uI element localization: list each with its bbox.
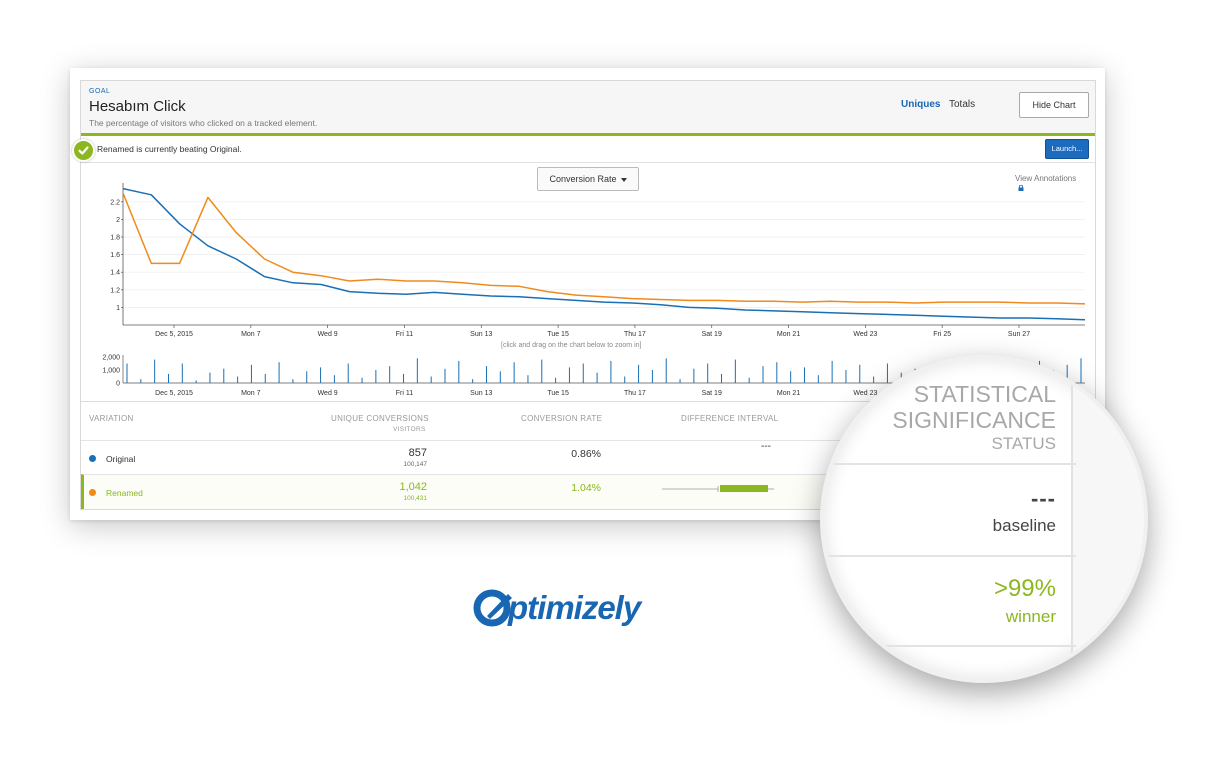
winner-notice: Renamed is currently beating Original. L…: [81, 136, 1095, 163]
col-variation: VARIATION: [89, 414, 134, 423]
overview-x-tick-label: Wed 23: [853, 390, 877, 397]
overview-y-tick-label: 2,000: [102, 355, 120, 362]
goal-title: Hesabım Click: [89, 98, 186, 115]
col-visitors: VISITORS: [393, 426, 426, 433]
goal-header: GOAL Hesabım Click The percentage of vis…: [81, 81, 1095, 133]
conversion-rate-chart[interactable]: 1 1.2 1.4 1.6 1.8 2 2.2 Dec 5, 2015 Dec 5, 2015…: [81, 81, 1095, 401]
overview-x-tick-label: Tue 15: [547, 390, 569, 397]
overview-x-tick-label: Sun 13: [470, 390, 492, 397]
overview-y-tick-label: 1,000: [102, 368, 120, 375]
unique-conversions: 1,042: [399, 481, 427, 493]
x-tick-label: Sun 13: [470, 331, 492, 338]
winner-label: winner: [1005, 607, 1056, 626]
x-tick-label: Fri 11: [396, 331, 413, 338]
overview-x-tick-label: Fri 11: [396, 390, 413, 397]
x-tick-label: Thu 17: [624, 331, 646, 338]
overview-x-tick-label: Wed 9: [318, 390, 338, 397]
tab-totals[interactable]: Totals: [949, 99, 976, 110]
variation-name: Original: [106, 454, 136, 464]
checkmark-icon: [72, 139, 95, 162]
x-tick-label: Sun 27: [1008, 331, 1030, 338]
notice-text: Renamed is currently beating Original.: [97, 144, 242, 154]
x-tick-label: Mon 21: [777, 331, 800, 338]
y-tick-label: 1.6: [110, 252, 120, 259]
lock-icon: [1018, 185, 1024, 191]
x-tick-label: Tue 15: [547, 331, 569, 338]
difference-interval-bar: [662, 485, 774, 492]
overview-x-tick-label: Sat 19: [702, 390, 722, 397]
significance-header: STATUS: [991, 434, 1056, 453]
y-tick-label: 1.8: [110, 235, 120, 242]
x-tick-label: Wed 23: [853, 331, 877, 338]
launch-button[interactable]: Launch...: [1045, 139, 1089, 159]
experiment-results-panel: GOAL Hesabım Click The percentage of vis…: [70, 68, 1105, 520]
x-tick-label: Dec 5, 2015: [155, 331, 193, 338]
y-tick-label: 2.2: [110, 199, 120, 206]
baseline-label: baseline: [992, 516, 1056, 535]
y-tick-label: 1: [116, 305, 120, 312]
variation-color-dot: [89, 455, 96, 462]
y-tick-label: 1.2: [110, 287, 120, 294]
y-tick-label: 2: [116, 217, 120, 224]
goal-card: GOAL Hesabım Click The percentage of vis…: [80, 80, 1096, 510]
col-difference-interval: DIFFERENCE INTERVAL: [681, 414, 779, 423]
overview-x-tick-label: Mon 21: [777, 390, 800, 397]
tab-uniques[interactable]: Uniques: [901, 99, 941, 110]
visitors-count: 100,147: [403, 461, 428, 468]
conversion-rate: 0.86%: [571, 448, 601, 460]
table-row[interactable]: Original 857 100,147 0.86% ---: [81, 440, 1095, 475]
optimizely-logo: ptimizely: [473, 589, 644, 627]
results-table: VARIATION UNIQUE CONVERSIONS VISITORS CO…: [81, 401, 1095, 509]
variation-color-dot: [89, 489, 96, 496]
x-tick-label: Sat 19: [702, 331, 722, 338]
difference-interval: ---: [761, 441, 771, 452]
unique-conversions: 857: [408, 447, 427, 459]
chevron-down-icon: [620, 177, 627, 182]
overview-x-tick-label: Dec 5, 2015: [155, 390, 193, 397]
variation-name: Renamed: [106, 488, 143, 498]
significance-header: STATISTICAL: [913, 381, 1056, 407]
overview-x-tick-label: Thu 17: [624, 390, 646, 397]
logo-wordmark: ptimizely: [507, 589, 643, 626]
significance-magnifier: STATISTICAL SIGNIFICANCE STATUS --- base…: [820, 355, 1148, 683]
goal-description: The percentage of visitors who clicked o…: [89, 118, 318, 128]
y-tick-label: 1.4: [110, 270, 120, 277]
conversion-rate: 1.04%: [571, 482, 601, 494]
zoom-hint: [click and drag on the chart below to zo…: [501, 342, 642, 349]
logo-mark: [473, 589, 512, 627]
winner-percentage: >99%: [993, 575, 1056, 602]
metric-dropdown[interactable]: Conversion Rate: [537, 167, 639, 191]
significance-header: SIGNIFICANCE: [892, 407, 1056, 433]
x-tick-label: Wed 9: [318, 331, 338, 338]
hide-chart-button[interactable]: Hide Chart: [1019, 92, 1089, 118]
series-line-renamed: [122, 192, 1086, 305]
col-unique-conversions: UNIQUE CONVERSIONS: [331, 414, 429, 423]
col-conversion-rate: CONVERSION RATE: [521, 414, 603, 423]
view-annotations-link[interactable]: View Annotations: [1015, 174, 1077, 183]
metric-dropdown-label: Conversion Rate: [549, 174, 617, 184]
series-line-original: [122, 187, 1086, 321]
x-tick-label: Fri 25: [933, 331, 951, 338]
baseline-value: ---: [1031, 486, 1056, 511]
x-tick-label: Mon 7: [241, 331, 261, 338]
overview-x-tick-label: Mon 7: [241, 390, 261, 397]
goal-tag: GOAL: [89, 88, 111, 95]
winner-accent-bar: [81, 133, 1095, 136]
overview-y-tick-label: 0: [116, 381, 120, 388]
visitors-count: 100,431: [403, 495, 428, 502]
